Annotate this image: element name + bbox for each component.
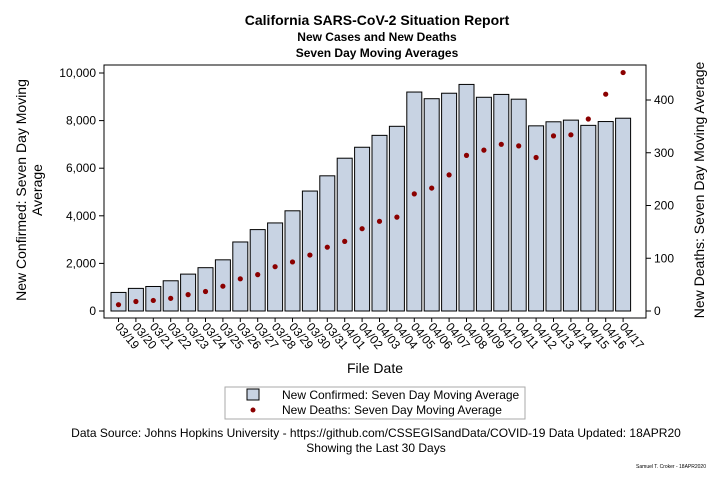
data-point xyxy=(533,154,539,161)
data-point xyxy=(307,252,313,258)
period-note: Showing the Last 30 Days xyxy=(306,441,445,455)
bar xyxy=(423,98,440,312)
data-point xyxy=(463,152,470,158)
data-point xyxy=(376,218,383,224)
data-point xyxy=(603,91,609,97)
bar xyxy=(441,92,458,312)
data-point xyxy=(342,238,348,244)
y-tick-label-right: 200 xyxy=(654,199,674,213)
legend-bar-swatch xyxy=(246,388,260,401)
data-point xyxy=(237,276,243,282)
bar xyxy=(249,229,266,312)
bar xyxy=(336,157,353,312)
data-point xyxy=(115,302,122,308)
data-point xyxy=(516,143,522,149)
legend-bar-label: New Confirmed: Seven Day Moving Average xyxy=(282,388,520,402)
data-point xyxy=(133,298,139,305)
y-tick-label-left: 10,000 xyxy=(59,66,96,80)
data-point xyxy=(255,272,261,278)
data-point xyxy=(481,147,487,153)
data-point xyxy=(429,185,435,191)
chart-subtitle-1: New Cases and New Deaths xyxy=(297,30,457,44)
author-credit: Samuel T. Croker - 18APR2020 xyxy=(636,464,706,470)
data-point xyxy=(394,214,400,220)
y-axis-right-label: New Deaths: Seven Day Moving Average xyxy=(691,62,707,319)
legend-dot-swatch xyxy=(250,407,256,413)
bar xyxy=(562,119,579,312)
bar xyxy=(406,91,423,312)
data-point xyxy=(168,295,174,301)
bar xyxy=(615,117,632,312)
bar xyxy=(319,175,336,312)
x-axis-label: File Date xyxy=(347,360,403,376)
y-axis-left-label-line1: New Confirmed: Seven Day Moving xyxy=(13,79,29,301)
right-axis: 0 100 200 300 400 xyxy=(646,93,674,318)
y-tick-label-right: 300 xyxy=(654,146,674,160)
chart-title: California SARS-CoV-2 Situation Report xyxy=(245,12,510,28)
data-point xyxy=(359,226,365,232)
y-tick-label-right: 0 xyxy=(654,304,661,318)
x-axis: 03/1903/2003/2103/2203/2303/2403/2503/26… xyxy=(112,318,647,352)
data-point xyxy=(411,191,417,197)
data-point xyxy=(498,141,504,147)
y-tick-label-right: 100 xyxy=(654,251,674,265)
data-point xyxy=(446,172,452,178)
data-point xyxy=(289,259,296,265)
bar xyxy=(110,291,127,312)
data-point xyxy=(550,133,557,139)
bar xyxy=(475,96,492,312)
bar xyxy=(458,83,475,312)
bar xyxy=(597,121,614,312)
data-point xyxy=(150,297,156,304)
data-point xyxy=(585,116,591,122)
y-tick-label-right: 400 xyxy=(654,93,674,107)
chart-subtitle-2: Seven Day Moving Averages xyxy=(296,46,459,60)
bar xyxy=(580,124,597,312)
y-tick-label-left: 6,000 xyxy=(66,161,96,175)
bar xyxy=(301,190,318,312)
y-tick-label-left: 2,000 xyxy=(66,256,96,270)
y-tick-label-left: 0 xyxy=(89,304,96,318)
left-axis: 0 2,000 4,000 6,000 8,000 10,000 xyxy=(59,66,104,318)
data-point xyxy=(324,244,330,250)
bar xyxy=(510,98,527,312)
y-tick-label-left: 4,000 xyxy=(66,209,96,223)
legend xyxy=(224,386,526,420)
bar-series xyxy=(110,83,632,312)
data-point xyxy=(620,69,626,76)
data-point xyxy=(568,132,574,138)
data-source-note: Data Source: Johns Hopkins University - … xyxy=(71,426,681,440)
bar xyxy=(545,121,562,312)
data-point xyxy=(185,292,191,298)
bar xyxy=(528,125,545,312)
data-point xyxy=(202,288,209,295)
y-axis-left-label-line2: Average xyxy=(29,164,45,216)
data-point xyxy=(272,264,278,270)
legend-dot-label: New Deaths: Seven Day Moving Average xyxy=(282,403,502,417)
y-tick-label-left: 8,000 xyxy=(66,114,96,128)
data-point xyxy=(220,283,226,289)
scatter-series xyxy=(115,69,626,308)
bar xyxy=(493,93,510,312)
